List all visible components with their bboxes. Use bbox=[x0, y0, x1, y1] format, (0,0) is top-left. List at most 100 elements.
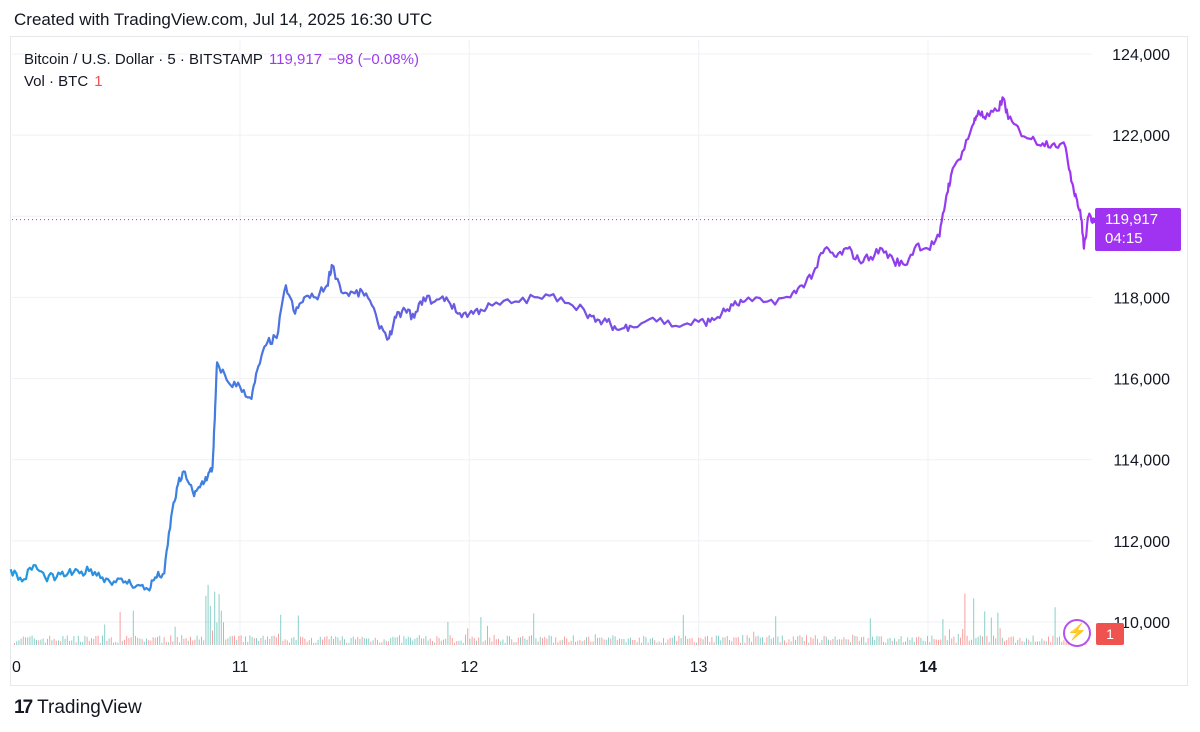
volume-bar bbox=[161, 642, 163, 645]
volume-bar bbox=[154, 637, 156, 645]
volume-bar bbox=[839, 639, 840, 645]
volume-bar bbox=[348, 642, 350, 645]
volume-bar bbox=[641, 642, 642, 645]
volume-bar bbox=[498, 638, 499, 645]
volume-bar bbox=[379, 642, 381, 645]
volume-bar bbox=[361, 636, 363, 645]
volume-bar bbox=[977, 636, 979, 645]
volume-bar bbox=[333, 639, 334, 645]
volume-bar bbox=[509, 636, 510, 645]
x-tick-label: 11 bbox=[232, 659, 249, 676]
volume-bar bbox=[407, 636, 409, 645]
volume-bar bbox=[979, 635, 981, 645]
volume-bar bbox=[953, 636, 955, 645]
volume-bar bbox=[207, 584, 209, 645]
volume-bar bbox=[603, 639, 605, 645]
volume-bar bbox=[786, 642, 788, 645]
volume-bar bbox=[1034, 641, 1036, 645]
volume-bar bbox=[163, 637, 165, 645]
volume-bar bbox=[533, 613, 535, 645]
volume-bar bbox=[975, 638, 977, 645]
volume-bar bbox=[922, 640, 924, 645]
volume-bar bbox=[1019, 638, 1021, 645]
volume-bar bbox=[91, 638, 92, 645]
volume-bar bbox=[130, 637, 132, 645]
x-tick-label: 12 bbox=[460, 659, 478, 676]
volume-bar bbox=[707, 636, 708, 645]
volume-bar bbox=[383, 639, 385, 645]
volume-bar bbox=[524, 638, 526, 645]
volume-bar bbox=[531, 635, 532, 645]
volume-bar bbox=[1028, 639, 1030, 645]
volume-bar bbox=[555, 637, 557, 645]
volume-bar bbox=[315, 642, 317, 645]
volume-bar bbox=[159, 635, 161, 645]
volume-bar bbox=[284, 639, 286, 645]
volume-bar bbox=[973, 598, 975, 645]
volume-bar bbox=[986, 635, 988, 645]
volume-bar bbox=[86, 636, 88, 645]
volume-bar bbox=[368, 638, 370, 645]
volume-bar bbox=[572, 635, 574, 645]
volume-bar bbox=[790, 641, 792, 645]
volume-bar bbox=[654, 640, 656, 645]
volume-bar bbox=[590, 641, 592, 645]
volume-bar bbox=[71, 640, 73, 645]
volume-bar bbox=[676, 641, 678, 645]
volume-bar bbox=[935, 639, 937, 645]
volume-bar bbox=[984, 611, 986, 645]
volume-bar bbox=[75, 642, 77, 645]
volume-bar bbox=[887, 638, 889, 645]
volume-bar bbox=[242, 642, 244, 645]
volume-bar bbox=[625, 642, 627, 645]
volume-bar bbox=[62, 636, 64, 645]
volume-bar bbox=[944, 635, 946, 645]
volume-bar bbox=[511, 639, 513, 645]
last-price: 119,917 bbox=[268, 51, 323, 68]
volume-bar bbox=[905, 641, 906, 645]
volume-bar bbox=[627, 638, 629, 645]
volume-bar bbox=[172, 641, 174, 645]
volume-label[interactable]: Vol · BTC bbox=[24, 73, 89, 90]
y-tick-label: 110,000 bbox=[1113, 615, 1170, 632]
volume-bar bbox=[218, 594, 220, 645]
volume-bar bbox=[88, 641, 90, 645]
volume-bar bbox=[678, 635, 680, 645]
volume-bar bbox=[726, 635, 728, 645]
volume-bar bbox=[135, 636, 136, 645]
volume-bar bbox=[559, 640, 561, 645]
volume-bar bbox=[214, 591, 216, 645]
volume-bar bbox=[623, 639, 625, 645]
volume-bar bbox=[539, 636, 541, 645]
volume-bar bbox=[104, 624, 106, 645]
volume-bar bbox=[858, 640, 860, 645]
volume-bar bbox=[579, 639, 581, 645]
volume-bar bbox=[711, 637, 713, 645]
volume-bar bbox=[806, 635, 807, 645]
volume-bar bbox=[619, 638, 620, 645]
volume-bar bbox=[132, 610, 134, 645]
volume-bar bbox=[106, 640, 108, 645]
symbol-label[interactable]: Bitcoin / U.S. Dollar · 5 · BITSTAMP bbox=[24, 51, 263, 68]
lightning-icon[interactable]: ⚡ bbox=[1063, 619, 1091, 647]
volume-bar bbox=[502, 639, 504, 645]
volume-bar bbox=[165, 641, 167, 645]
volume-bar bbox=[245, 636, 246, 645]
volume-bar bbox=[27, 637, 29, 645]
volume-bar bbox=[363, 638, 365, 645]
volume-bar bbox=[581, 641, 583, 645]
y-tick-label: 124,000 bbox=[1112, 47, 1170, 64]
tradingview-logo[interactable]: 17 TradingView bbox=[14, 697, 142, 719]
volume-bar bbox=[328, 639, 330, 645]
volume-bar bbox=[867, 638, 869, 645]
volume-bar bbox=[220, 610, 222, 645]
volume-bar bbox=[454, 642, 455, 645]
volume-bar bbox=[102, 635, 103, 645]
volume-bar bbox=[971, 639, 972, 645]
volume-bar bbox=[60, 641, 62, 645]
volume-bar bbox=[907, 637, 909, 645]
volume-bar bbox=[216, 622, 218, 645]
volume-bar bbox=[1039, 641, 1041, 645]
volume-bar bbox=[616, 640, 618, 645]
